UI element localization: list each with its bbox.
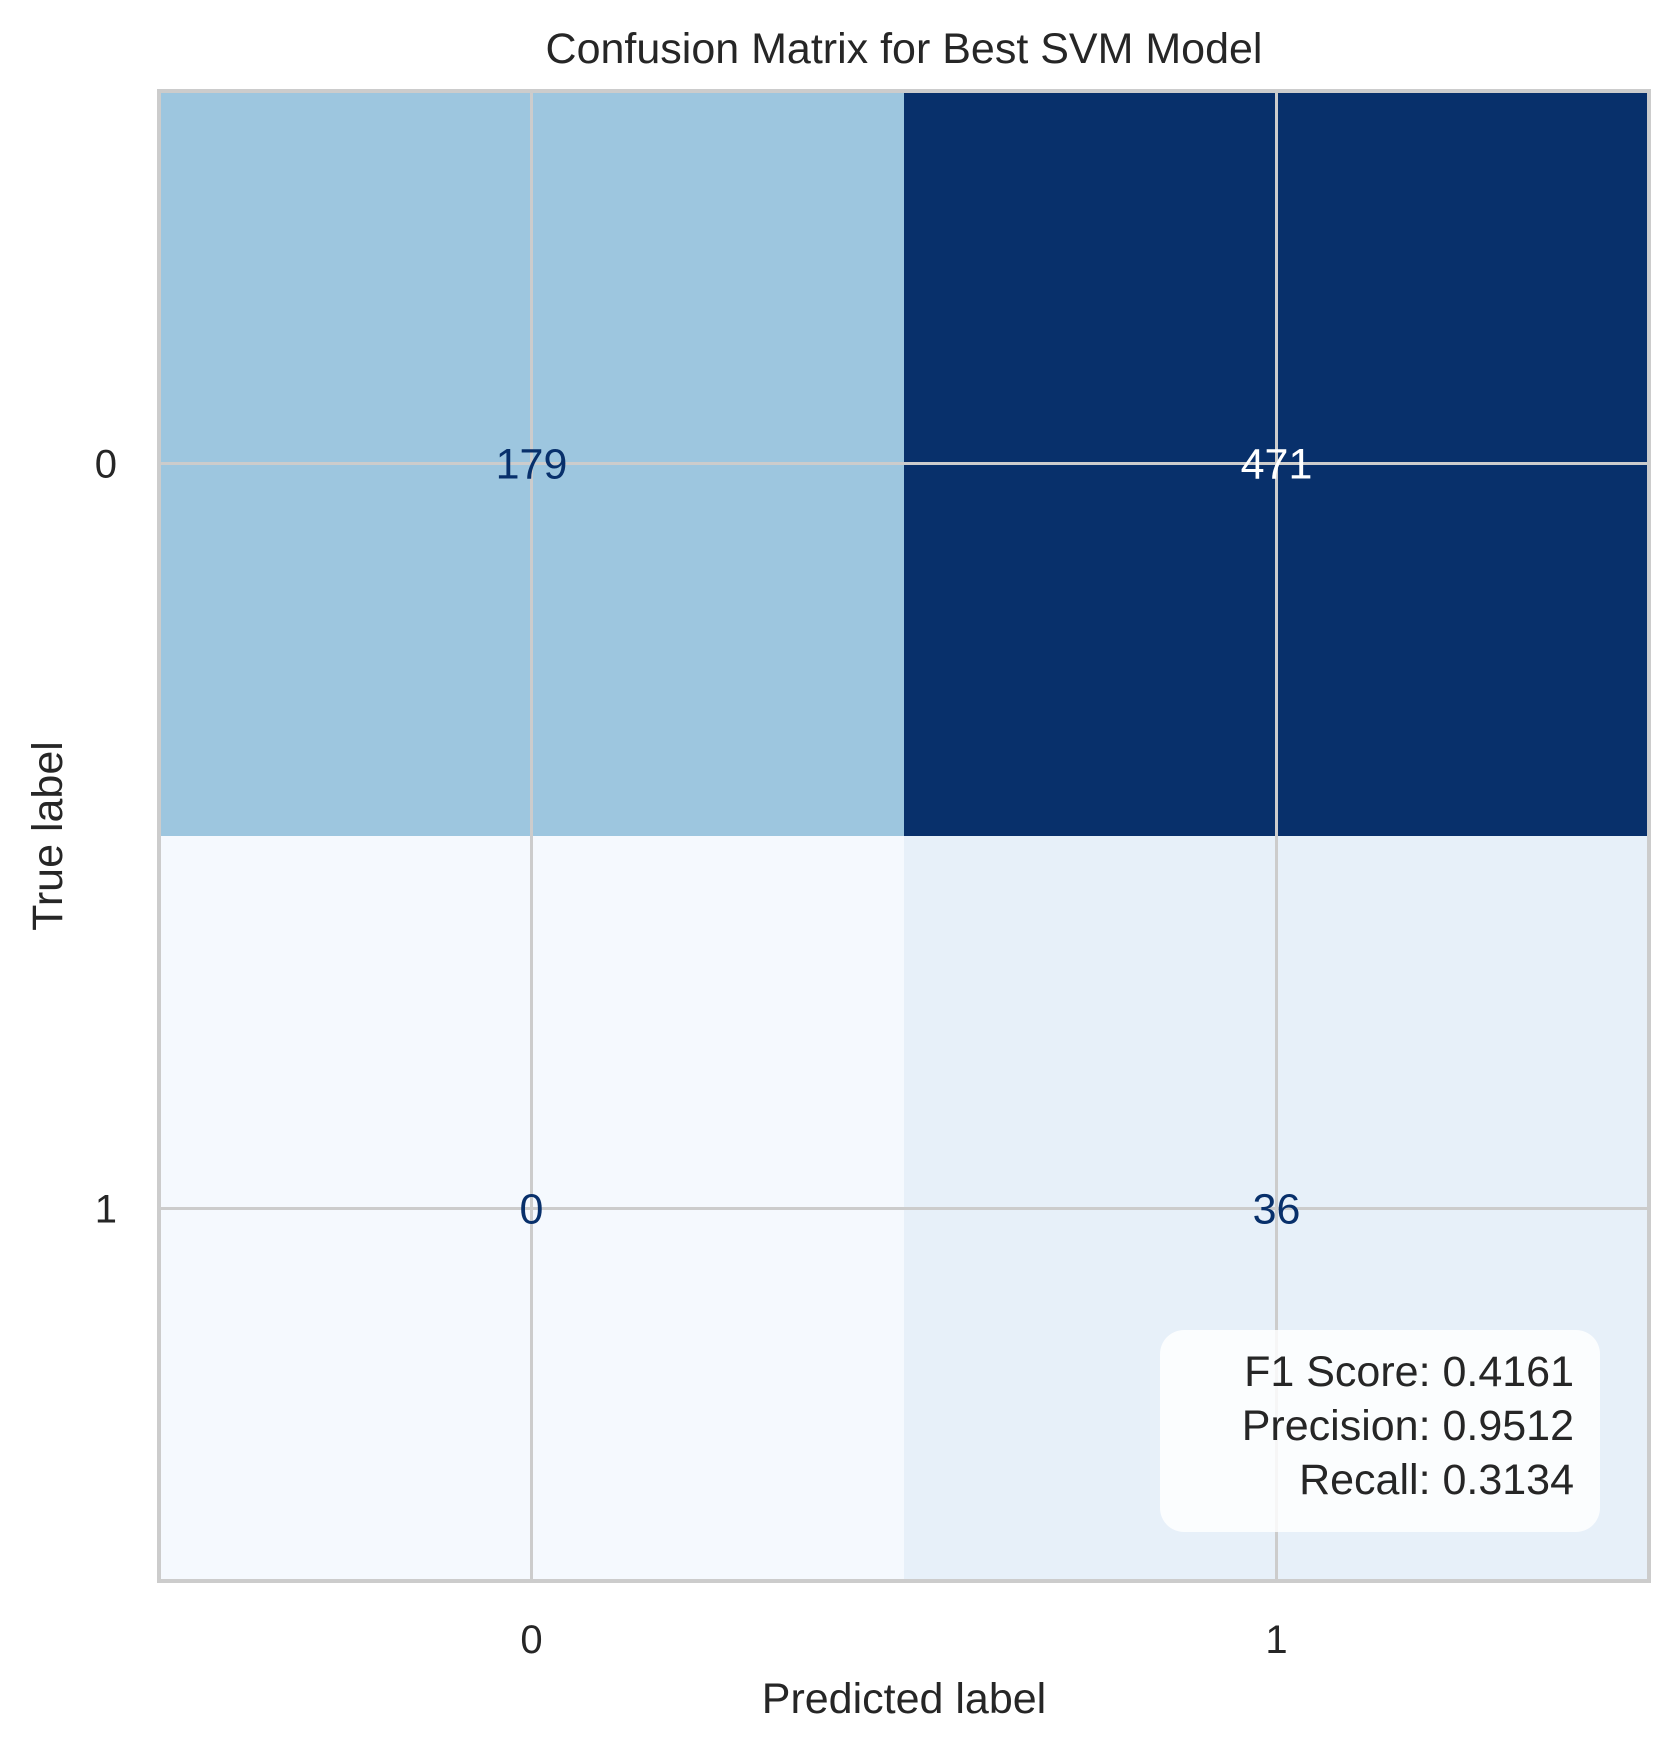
cell-value-labels: 179 471 0 36 xyxy=(496,441,1313,1234)
plot-frame xyxy=(157,89,1651,1583)
cell-value-1-0: 0 xyxy=(520,1186,544,1234)
chart-title: Confusion Matrix for Best SVM Model xyxy=(546,25,1263,73)
y-tick-label-1: 1 xyxy=(95,1188,117,1232)
cell-value-0-1: 471 xyxy=(1241,441,1313,489)
metrics-box: F1 Score: 0.4161 Precision: 0.9512 Recal… xyxy=(1160,1330,1600,1532)
metric-recall: Recall: 0.3134 xyxy=(1299,1456,1574,1504)
x-tick-label-0: 0 xyxy=(520,1618,542,1662)
y-tick-label-0: 0 xyxy=(95,443,117,487)
metric-f1-score: F1 Score: 0.4161 xyxy=(1244,1348,1574,1396)
axis-ticks: 0 1 0 1 xyxy=(95,443,1288,1663)
x-tick-label-1: 1 xyxy=(1265,1618,1287,1662)
y-axis-label: True label xyxy=(24,741,72,931)
x-axis-label: Predicted label xyxy=(762,1675,1046,1723)
cell-value-0-0: 179 xyxy=(496,441,568,489)
metrics-box-background xyxy=(1160,1330,1600,1532)
metric-precision: Precision: 0.9512 xyxy=(1242,1402,1574,1450)
cell-value-1-1: 36 xyxy=(1253,1186,1301,1234)
